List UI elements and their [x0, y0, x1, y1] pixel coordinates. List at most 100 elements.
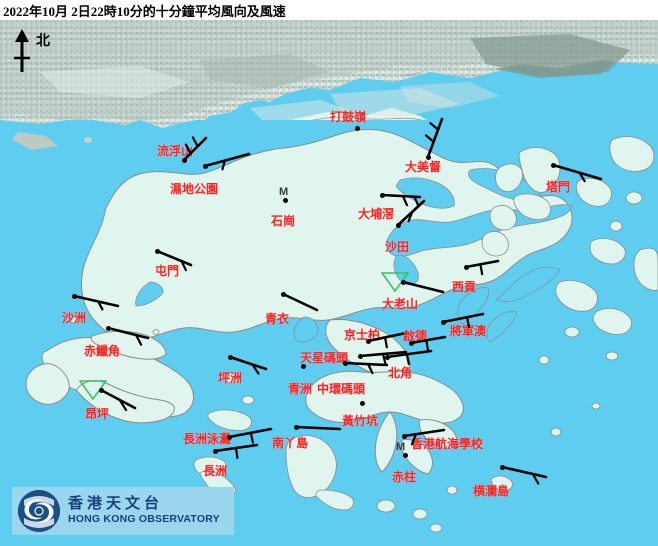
station-marker-青衣[interactable] [280, 291, 286, 297]
station-label-長洲泳灘: 長洲泳灘 [183, 432, 232, 446]
station-label-北角: 北角 [388, 366, 413, 380]
station-marker-北角[interactable] [384, 354, 390, 360]
wind-barb-西貢 [464, 259, 500, 276]
station-marker-將軍澳[interactable] [440, 319, 446, 325]
hko-logo: 香港天文台 HONG KONG OBSERVATORY [12, 487, 234, 535]
wind-barb-坪洲 [228, 355, 268, 375]
station-label-大埔滘: 大埔滘 [358, 207, 395, 221]
station-marker-屯門[interactable] [154, 248, 160, 254]
base-map [0, 20, 658, 546]
missing-data-marker-赤柱: M [396, 441, 406, 453]
station-label-中環碼頭: 中環碼頭 [317, 382, 366, 396]
station-label-京士柏: 京士柏 [344, 328, 381, 342]
station-marker-青洲[interactable] [300, 363, 306, 369]
station-label-沙田: 沙田 [385, 240, 410, 254]
station-marker-赤鱲角[interactable] [105, 325, 111, 331]
station-marker-赤柱[interactable] [402, 452, 408, 458]
north-label: 北 [36, 34, 50, 49]
station-label-大老山: 大老山 [382, 297, 419, 311]
wind-barb-青衣 [281, 292, 319, 312]
station-label-天星碼頭: 天星碼頭 [300, 351, 349, 365]
map-canvas [0, 20, 658, 546]
station-marker-昂坪[interactable] [98, 387, 104, 393]
station-marker-長洲泳灘[interactable] [226, 434, 232, 440]
wind-barb-大老山 [401, 280, 445, 294]
station-marker-大美督[interactable] [425, 154, 431, 160]
wind-barb-長洲泳灘 [227, 427, 273, 444]
wind-barb-南丫島 [294, 425, 342, 431]
page-title: 2022年10月 2日22時10分的十分鐘平均風向及風速 [3, 4, 286, 19]
station-label-横瀾島: 横瀾島 [473, 484, 510, 498]
wind-barb-沙洲 [72, 294, 120, 311]
wind-barb-流浮山 [182, 136, 208, 162]
hk-map-detail [0, 20, 658, 546]
station-label-黃竹坑: 黃竹坑 [342, 414, 379, 428]
station-label-西貢: 西貢 [452, 280, 477, 294]
wind-barb-赤鱲角 [106, 326, 150, 346]
wind-barb-横瀾島 [500, 465, 548, 485]
wind-barb-北角 [385, 349, 433, 366]
logo-english-name: HONG KONG OBSERVATORY [68, 513, 220, 526]
station-marker-塔門[interactable] [550, 162, 556, 168]
wind-barb-大埔滘 [380, 193, 422, 207]
station-label-赤柱: 赤柱 [392, 470, 417, 484]
title-bar: 2022年10月 2日22時10分的十分鐘平均風向及風速 [0, 0, 658, 20]
wind-barb-沙田 [396, 199, 426, 227]
station-marker-黃竹坑[interactable] [359, 400, 365, 406]
station-label-屯門: 屯門 [155, 264, 180, 278]
wind-barb-大美督 [424, 117, 444, 159]
station-label-長洲: 長洲 [203, 464, 228, 478]
station-marker-西貢[interactable] [463, 264, 469, 270]
station-marker-大老山[interactable] [400, 279, 406, 285]
station-marker-大埔滘[interactable] [379, 192, 385, 198]
hko-emblem-icon [16, 488, 62, 534]
station-label-大美督: 大美督 [405, 160, 442, 174]
wind-barb-濕地公園 [203, 152, 251, 171]
station-marker-坪洲[interactable] [227, 354, 233, 360]
wind-barb-將軍澳 [441, 312, 485, 329]
station-label-流浮山: 流浮山 [157, 144, 194, 158]
station-marker-沙田[interactable] [395, 222, 401, 228]
station-label-香港航海學校: 香港航海學校 [411, 437, 484, 451]
station-marker-京士柏[interactable] [365, 338, 371, 344]
station-marker-濕地公園[interactable] [202, 163, 208, 169]
station-marker-石崗[interactable] [282, 197, 288, 203]
station-marker-南丫島[interactable] [293, 424, 299, 430]
station-label-沙洲: 沙洲 [62, 311, 87, 325]
station-marker-啟德[interactable] [408, 340, 414, 346]
station-label-坪洲: 坪洲 [218, 371, 243, 385]
missing-data-marker-石崗: M [279, 186, 289, 198]
station-label-赤鱲角: 赤鱲角 [84, 344, 121, 358]
wind-barb-塔門 [551, 163, 603, 183]
station-marker-長洲[interactable] [212, 448, 218, 454]
station-marker-流浮山[interactable] [181, 157, 187, 163]
station-label-石崗: 石崗 [271, 214, 296, 228]
wind-barb-天星碼頭 [358, 350, 408, 365]
station-label-南丫島: 南丫島 [272, 436, 309, 450]
station-label-將軍澳: 將軍澳 [450, 324, 487, 338]
station-label-昂坪: 昂坪 [85, 407, 110, 421]
wind-barb-京士柏 [366, 331, 408, 349]
north-arrow-icon [14, 29, 30, 72]
station-marker-沙洲[interactable] [71, 293, 77, 299]
station-marker-中環碼頭[interactable] [342, 360, 348, 366]
wind-barb-中環碼頭 [343, 361, 389, 375]
station-marker-天星碼頭[interactable] [357, 353, 363, 359]
wind-barb-昂坪 [99, 388, 137, 412]
station-label-啟德: 啟德 [403, 329, 428, 343]
logo-chinese-name: 香港天文台 [68, 496, 164, 513]
wind-barb-香港航海學校 [402, 428, 446, 446]
station-label-塔門: 塔門 [546, 180, 571, 194]
station-marker-打鼓嶺[interactable] [354, 125, 360, 131]
north-arrow: 北 [8, 28, 68, 78]
wind-barb-長洲 [213, 443, 259, 460]
station-label-青洲: 青洲 [288, 382, 313, 396]
station-marker-横瀾島[interactable] [499, 464, 505, 470]
station-label-打鼓嶺: 打鼓嶺 [330, 110, 367, 124]
station-label-青衣: 青衣 [265, 312, 290, 326]
station-marker-香港航海學校[interactable] [401, 433, 407, 439]
station-label-濕地公園: 濕地公園 [170, 182, 219, 196]
wind-barb-屯門 [155, 249, 193, 272]
